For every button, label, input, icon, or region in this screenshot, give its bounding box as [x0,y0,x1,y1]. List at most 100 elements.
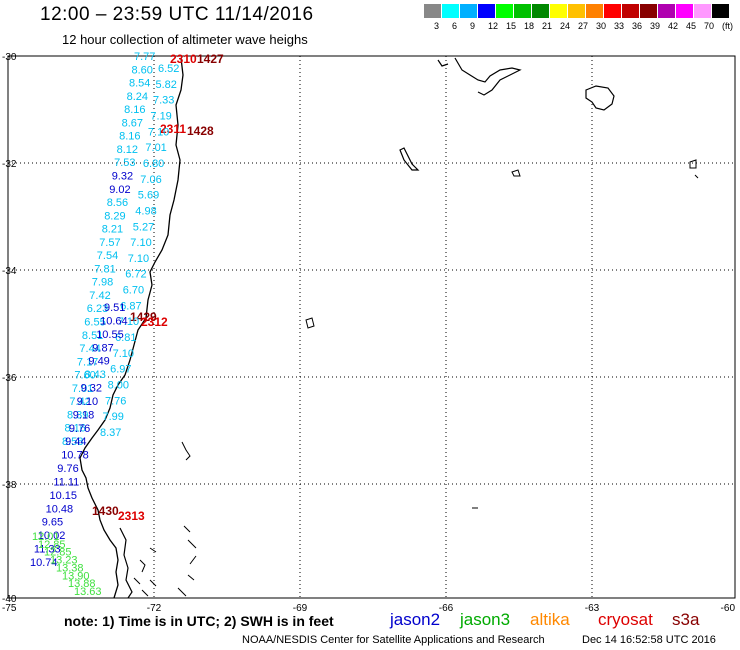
swh-value-labels: 7.778.608.548.248.168.678.168.127.539.32… [30,51,179,598]
swh-value: 13.23 [50,555,78,567]
swh-value: 13.63 [74,586,102,598]
lake-shape [399,147,420,171]
swh-value: 5.27 [133,221,154,233]
swh-value: 9.51 [104,302,125,314]
color-scale-label: 33 [614,21,625,31]
longitude-tick-label: -60 [721,603,736,614]
color-swatch [658,4,676,18]
color-swatch [496,4,514,18]
color-scale-label: 30 [596,21,607,31]
swh-value: 8.54 [129,78,150,90]
color-swatch [622,4,640,18]
swh-value: 7.10 [128,253,149,265]
pass-time-label: 2312 [141,315,168,329]
swh-value: 8.24 [127,91,148,103]
swh-value: 13.38 [56,562,84,574]
pass-time-label: 1427 [197,52,224,66]
swh-value: 7.10 [118,316,139,328]
mar-chiquita-lagoon [585,85,615,111]
swh-value: 8.00 [108,380,129,392]
color-scale-label: 27 [578,21,589,31]
pass-time-label: 1429 [130,310,157,324]
swh-value: 8.37 [100,427,121,439]
swh-value: 7.42 [89,290,110,302]
color-swatch [676,4,694,18]
longitude-tick-label: -69 [293,603,308,614]
swh-value: 9.02 [109,184,130,196]
swh-value: 13.90 [62,570,90,582]
swh-value: 8.29 [104,210,125,222]
swh-value: 8.39 [67,409,88,421]
color-scale-label: 6 [452,21,458,31]
swh-value: 7.81 [94,263,115,275]
swh-value: 7.06 [140,174,161,186]
swh-value: 6.52 [158,63,179,75]
small-lake-3 [305,317,315,329]
swh-value: 8.16 [124,104,145,116]
swh-value: 5.82 [156,79,177,91]
swh-value: 9.10 [77,396,98,408]
pass-time-label: 2310 [170,52,197,66]
swh-value: 8.51 [82,330,103,342]
legend-item-jason2: jason2 [390,610,441,629]
color-scale-label: 21 [542,21,553,31]
color-swatch [514,4,532,18]
page-subtitle: 12 hour collection of altimeter wave hei… [62,32,308,47]
swh-value: 9.65 [42,517,63,529]
swh-value: 7.01 [145,142,166,154]
axis-labels: -75 -72 -69 -66 -63 -60 -30 -32 -34 -36 -38 -40 [2,52,735,614]
swh-value: 9.32 [112,171,133,183]
swh-value: 6.80 [143,158,164,170]
swh-value: 6.70 [123,285,144,297]
swh-value: 10.15 [50,490,78,502]
latitude-tick-label: -34 [2,266,17,277]
swh-value: 7.44 [79,343,100,355]
swh-value: 7.98 [92,277,113,289]
pass-time-label: 2311 [160,122,186,136]
color-scale-label: 24 [560,21,571,31]
color-swatch [460,4,478,18]
swh-value: 10.74 [30,557,58,569]
legend-item-s3a: s3a [672,610,700,629]
longitude-tick-label: -72 [147,603,162,614]
color-swatch [604,4,622,18]
legend-item-cryosat: cryosat [598,610,653,629]
legend-item-altika: altika [530,610,570,629]
swh-value: 7.19 [150,111,171,123]
color-swatch [568,4,586,18]
page-title: 12:00 – 23:59 UTC 11/14/2016 [40,4,314,25]
swh-value: 7.01 [72,383,93,395]
swh-value: 11.11 [53,477,79,489]
color-scale-label: 36 [632,21,643,31]
swh-value: 7.17 [77,356,98,368]
swh-value: 7.53 [114,157,135,169]
pass-time-label: 1428 [187,124,214,138]
swh-value: 8.56 [107,197,128,209]
color-scale-label: 18 [524,21,535,31]
swh-value: 9.49 [88,356,109,368]
longitude-tick-label: -66 [439,603,454,614]
color-scale-label: 45 [686,21,697,31]
color-scale-label: (ft) [722,21,733,31]
color-scale-label: 15 [506,21,517,31]
swh-value: 9.76 [57,463,78,475]
swh-value: 10.48 [46,503,74,515]
color-scale-label: 9 [470,21,476,31]
color-scale-label: 12 [488,21,499,31]
swh-value: 7.57 [99,237,120,249]
latitude-tick-label: -30 [2,52,17,63]
swh-value: 12.85 [38,539,66,551]
color-swatch [442,4,460,18]
swh-value: 9.18 [73,409,94,421]
swh-value: 10.55 [96,329,124,341]
longitude-tick-label: -75 [2,603,17,614]
color-swatch [712,4,730,18]
swh-value: 7.76 [105,395,126,407]
swh-value: 10.02 [38,530,66,542]
color-swatch [550,4,568,18]
swh-value: 8.67 [122,117,143,129]
southern-islets [133,547,157,597]
color-scale-label: 39 [650,21,661,31]
